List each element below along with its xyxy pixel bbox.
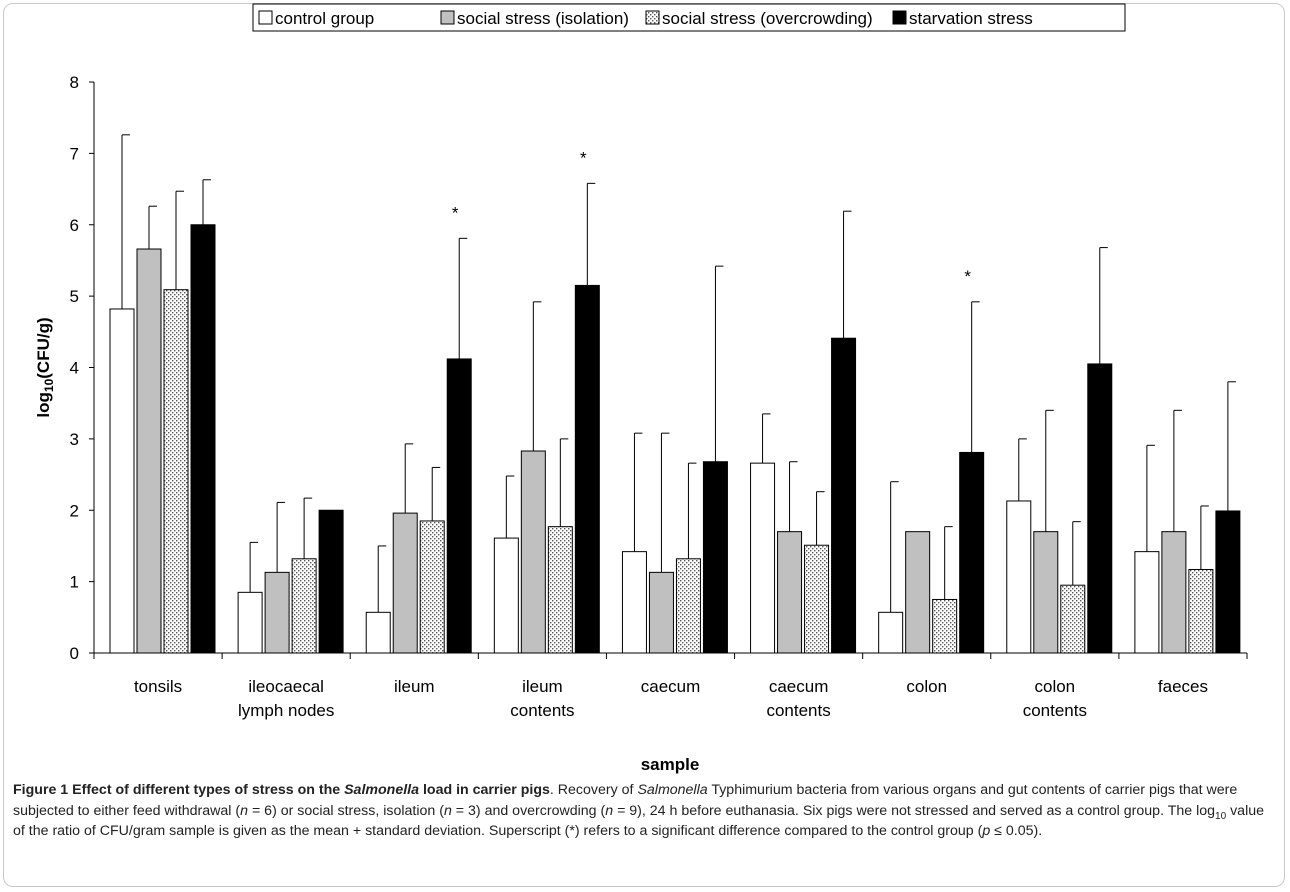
y-tick-label: 8 <box>70 73 79 92</box>
bar <box>493 537 519 654</box>
bar <box>1033 531 1059 654</box>
bar <box>959 451 985 654</box>
bar <box>1060 584 1086 654</box>
bar <box>318 509 344 654</box>
bar <box>1161 531 1187 654</box>
x-category-label: ileocaecal <box>248 677 324 696</box>
caption-title: Figure 1 Effect of different types of st… <box>13 782 550 798</box>
y-tick-label: 6 <box>70 216 79 235</box>
legend-swatch <box>645 10 660 25</box>
axes: 0 1 2 3 4 5 6 7 8 tonsils ileocaecal lymph nodes ile… <box>34 73 1248 774</box>
legend-label: social stress (overcrowding) <box>662 9 873 28</box>
bar-chart: control group social stress (isolation) so… <box>34 3 1248 774</box>
bar <box>831 337 857 654</box>
bar <box>804 544 830 654</box>
bar <box>446 358 472 654</box>
bar <box>264 571 290 654</box>
bar <box>675 558 701 654</box>
x-category-label: caecum <box>641 677 701 696</box>
bar <box>648 571 674 654</box>
x-category-label: ileum <box>522 677 563 696</box>
x-category-label: ileum <box>394 677 435 696</box>
legend-swatch <box>258 10 273 25</box>
bar <box>1006 500 1032 654</box>
bar <box>1134 551 1160 654</box>
bar <box>905 531 931 654</box>
x-category-label: colon <box>906 677 947 696</box>
bar <box>750 462 776 654</box>
y-tick-label: 4 <box>70 359 79 378</box>
significance-marker: * <box>580 148 587 167</box>
x-category-label: colon <box>1035 677 1076 696</box>
bar <box>932 598 958 654</box>
legend-label: control group <box>275 9 374 28</box>
significance-marker: * <box>452 203 459 222</box>
bar <box>621 551 647 654</box>
legend-swatch <box>440 10 455 25</box>
legend-label: social stress (isolation) <box>457 9 629 28</box>
bar <box>237 591 263 654</box>
bar <box>1188 568 1214 654</box>
bars: * * * <box>109 134 1241 654</box>
bar <box>702 461 728 654</box>
y-axis-title: log10(CFU/g) <box>34 317 56 417</box>
legend-box <box>252 3 1126 32</box>
x-axis-title: sample <box>641 755 700 774</box>
bar <box>520 450 546 654</box>
y-tick-label: 1 <box>70 573 79 592</box>
y-tick-label: 3 <box>70 430 79 449</box>
x-category-label: lymph nodes <box>238 701 334 720</box>
x-category-label: tonsils <box>134 677 182 696</box>
y-tick-label: 5 <box>70 287 79 306</box>
bar <box>365 611 391 654</box>
bar <box>1215 510 1241 654</box>
bar <box>574 284 600 654</box>
x-category-label: contents <box>510 701 574 720</box>
bar <box>547 526 573 654</box>
x-category-label: caecum <box>769 677 829 696</box>
legend-label: starvation stress <box>909 9 1033 28</box>
legend-swatch <box>892 10 907 25</box>
x-category-label: contents <box>766 701 830 720</box>
x-category-label: contents <box>1023 701 1087 720</box>
bar <box>392 512 418 654</box>
bar <box>109 308 135 654</box>
y-tick-label: 2 <box>70 501 79 520</box>
x-category-label: faeces <box>1158 677 1208 696</box>
bar <box>136 248 162 654</box>
bar <box>419 520 445 654</box>
legend: control group social stress (isolation) so… <box>252 3 1126 32</box>
figure-caption: Figure 1 Effect of different types of st… <box>13 782 1264 839</box>
bar <box>163 289 189 654</box>
bar <box>190 224 216 654</box>
significance-marker: * <box>964 267 971 286</box>
bar <box>1087 363 1113 654</box>
bar <box>291 558 317 654</box>
bar <box>777 531 803 654</box>
y-tick-label: 7 <box>70 144 79 163</box>
bar <box>878 611 904 654</box>
y-tick-label: 0 <box>70 644 79 663</box>
